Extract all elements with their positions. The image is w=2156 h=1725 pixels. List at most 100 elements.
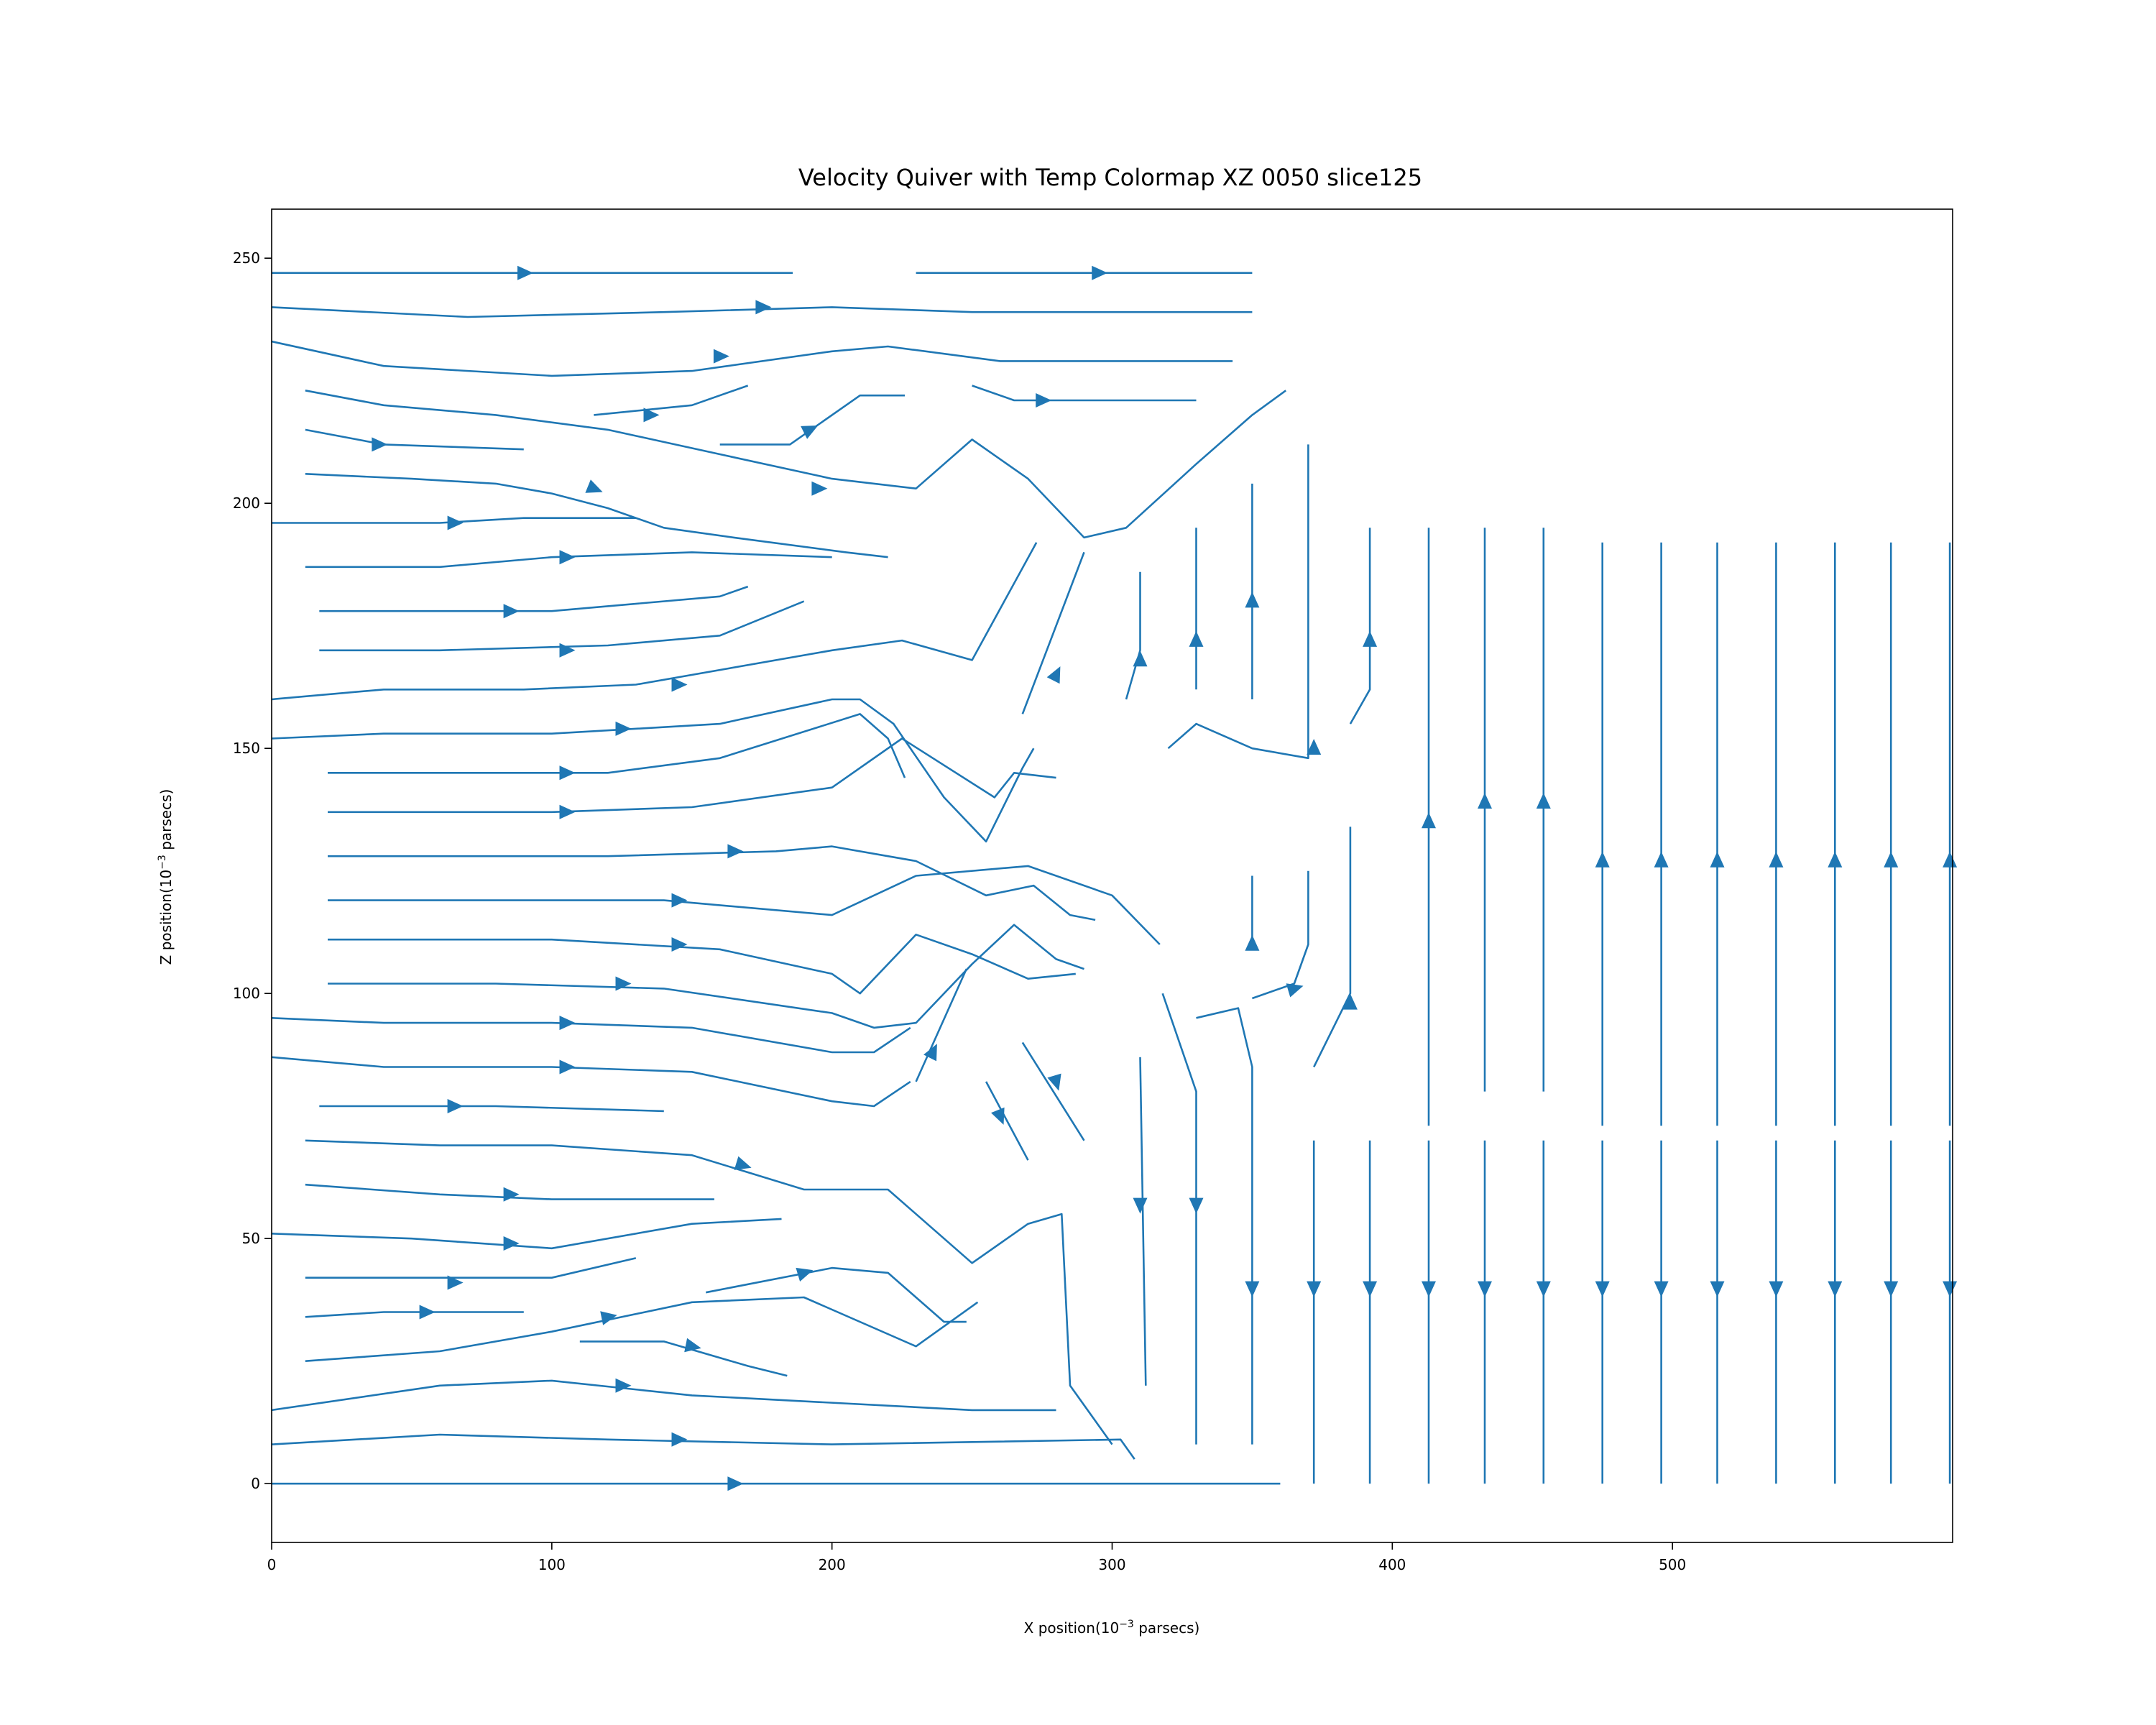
streamline-40 (1125, 571, 1141, 700)
streamline-32-arrow-0 (684, 1338, 701, 1353)
streamline-22 (272, 1017, 911, 1054)
streamline-10 (272, 517, 636, 524)
streamline-5 (594, 385, 749, 416)
streamline-34-arrow-0 (671, 1432, 688, 1447)
streamline-63-arrow-0 (1422, 1281, 1436, 1297)
streamline-4 (305, 390, 1286, 539)
streamline-71-arrow-0 (1884, 1281, 1899, 1297)
streamline-51-arrow-0 (1422, 812, 1436, 829)
streamline-12-arrow-0 (503, 604, 520, 619)
streamline-38 (985, 1081, 1029, 1161)
streamline-15-arrow-0 (615, 721, 632, 736)
x-axis-label: X position(10−3 parsecs) (1024, 1619, 1200, 1637)
streamline-4-arrow-0 (811, 481, 828, 496)
y-tick-label-200: 200 (233, 494, 260, 512)
streamline-11-arrow-0 (559, 550, 576, 565)
y-tick-label-150: 150 (233, 740, 260, 757)
streamline-67-arrow-0 (1654, 1281, 1669, 1297)
streamline-18-arrow-0 (727, 844, 744, 859)
streamline-45 (1139, 1057, 1147, 1386)
streamline-21 (328, 924, 1084, 1029)
streamline-48 (1251, 870, 1309, 1000)
chart-title: Velocity Quiver with Temp Colormap XZ 00… (798, 164, 1422, 191)
streamline-5-arrow-0 (643, 408, 660, 423)
streamline-18 (328, 845, 1096, 921)
streamline-9 (305, 473, 888, 558)
streamline-69-arrow-0 (1769, 1281, 1784, 1297)
streamline-56-arrow-0 (1710, 851, 1725, 868)
streamline-21-arrow-0 (615, 976, 632, 991)
streamline-1-arrow-0 (1092, 265, 1108, 280)
streamline-12 (319, 585, 749, 612)
streamline-72-arrow-0 (1943, 1281, 1958, 1297)
streamline-47 (1196, 1007, 1253, 1445)
streamline-29-arrow-0 (419, 1305, 436, 1320)
streamline-11 (305, 551, 832, 569)
streamline-28-arrow-0 (447, 1275, 464, 1290)
streamline-70-arrow-0 (1828, 1281, 1843, 1297)
streamline-45-arrow-0 (1133, 1197, 1148, 1214)
streamline-28 (305, 1257, 637, 1279)
streamline-41-arrow-0 (1189, 630, 1204, 647)
x-tick-label-100: 100 (538, 1556, 566, 1573)
streamline-59-arrow-0 (1884, 851, 1899, 868)
streamline-31-arrow-0 (796, 1267, 814, 1282)
streamline-19 (328, 865, 1161, 945)
streamline-2-arrow-0 (755, 300, 772, 315)
streamline-7 (972, 385, 1197, 402)
streamline-49-arrow-0 (1342, 993, 1358, 1010)
x-tick-label-500: 500 (1659, 1556, 1686, 1573)
streamline-20-arrow-0 (671, 937, 688, 952)
streamline-27 (272, 1218, 782, 1250)
streamline-13-arrow-0 (559, 643, 576, 658)
streamline-24-arrow-0 (447, 1099, 464, 1113)
streamline-49 (1313, 827, 1352, 1068)
streamline-20 (328, 934, 1076, 995)
y-tick-label-50: 50 (242, 1230, 260, 1247)
streamline-25 (305, 1139, 1113, 1445)
y-tick-label-0: 0 (251, 1475, 260, 1492)
streamline-3 (272, 340, 1233, 377)
streamline-36 (915, 968, 967, 1082)
streamline-42-arrow-0 (1245, 592, 1260, 608)
streamline-9-arrow-0 (585, 479, 603, 493)
streamline-17 (328, 737, 1056, 814)
streamlines-layer (272, 272, 1951, 1485)
streamline-53-arrow-0 (1536, 793, 1551, 809)
streamline-26-arrow-0 (503, 1187, 520, 1202)
streamline-44 (1349, 528, 1371, 724)
streamline-57-arrow-0 (1769, 851, 1784, 868)
streamline-14 (272, 542, 1038, 701)
x-tick-label-0: 0 (267, 1556, 277, 1573)
streamline-35-arrow-0 (727, 1476, 744, 1491)
x-tick-label-300: 300 (1098, 1556, 1125, 1573)
streamline-15 (272, 698, 1035, 843)
streamline-16 (328, 713, 906, 778)
streamline-38-arrow-0 (991, 1107, 1005, 1125)
streamline-66-arrow-0 (1595, 1281, 1610, 1297)
streamline-33-arrow-0 (615, 1378, 632, 1393)
streamline-30 (305, 1296, 979, 1362)
streamline-22-arrow-0 (559, 1016, 576, 1031)
streamline-46 (1161, 993, 1197, 1445)
streamline-17-arrow-0 (559, 804, 576, 819)
y-axis-ticks: 0 50 100 150 200 250 (233, 249, 272, 1492)
y-axis-label: Z position(10−3 parsecs) (157, 789, 175, 965)
streamline-47-arrow-0 (1245, 1281, 1260, 1297)
streamline-31 (705, 1266, 967, 1323)
streamline-37-arrow-0 (1046, 666, 1061, 684)
streamline-60-arrow-0 (1943, 851, 1958, 868)
x-tick-label-200: 200 (819, 1556, 846, 1573)
streamline-7-arrow-0 (1036, 393, 1052, 408)
streamline-52-arrow-0 (1478, 793, 1492, 809)
streamline-39 (1021, 1041, 1085, 1141)
streamline-8-arrow-0 (372, 437, 388, 452)
streamline-37 (1021, 551, 1085, 714)
streamline-23-arrow-0 (559, 1059, 576, 1075)
streamline-30-arrow-0 (600, 1311, 617, 1325)
streamline-55-arrow-0 (1654, 851, 1669, 868)
streamline-43-arrow-0 (1307, 739, 1322, 755)
x-axis-ticks: 0 100 200 300 400 500 (267, 1542, 1686, 1573)
